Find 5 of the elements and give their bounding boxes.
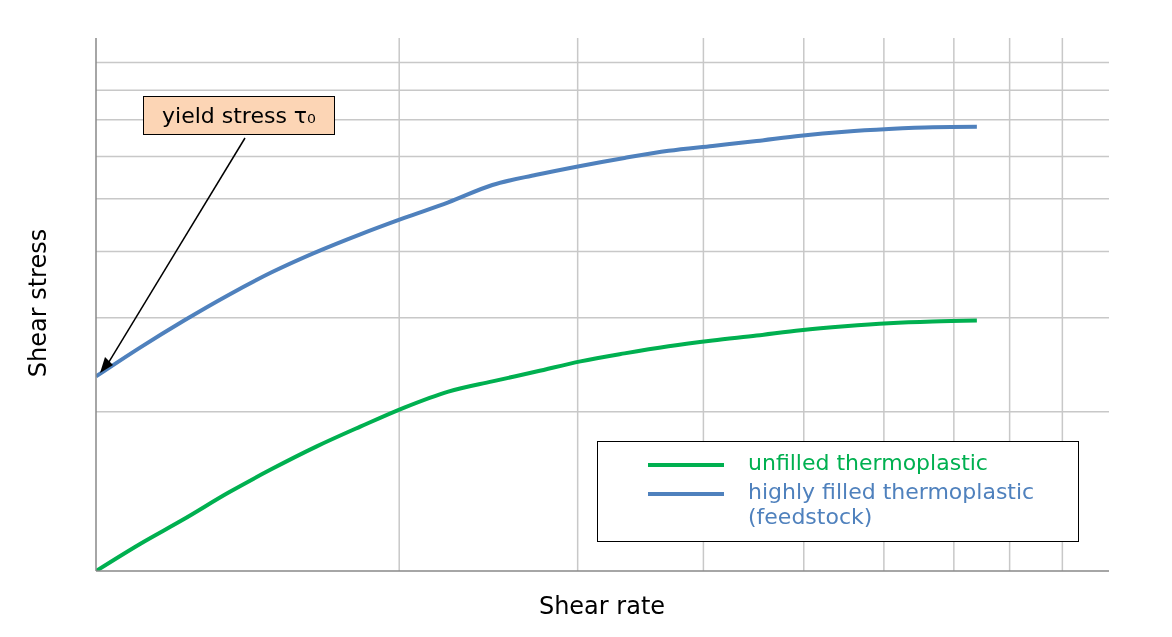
legend-label: highly filled thermoplastic (feedstock) (748, 479, 1036, 529)
annotation: yield stress τ₀ (143, 96, 335, 135)
y-axis-title: Shear stress (24, 227, 52, 380)
legend-label: unfilled thermoplastic (748, 450, 988, 475)
x-axis-title: Shear rate (537, 592, 667, 620)
